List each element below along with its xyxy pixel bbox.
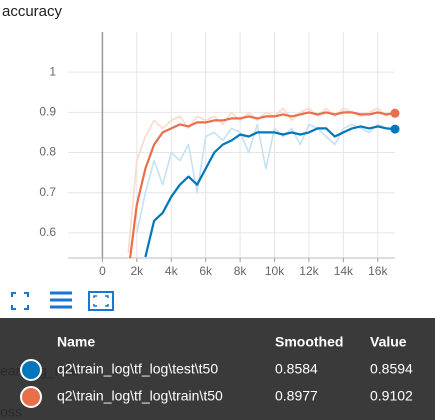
run-value: 0.8594: [370, 361, 413, 377]
series-line: [136, 123, 395, 234]
run-swatch: [20, 386, 42, 408]
y-tick-label: 1: [49, 64, 56, 78]
run-smoothed: 0.8584: [275, 361, 318, 377]
y-tick-label: 0.7: [39, 185, 56, 199]
x-tick-label: 2k: [130, 264, 144, 278]
lines-icon[interactable]: [50, 291, 72, 309]
fit-icon[interactable]: [11, 292, 29, 310]
expand-inner: [93, 295, 109, 307]
run-value: 0.9102: [370, 388, 413, 404]
x-tick-label: 10k: [265, 264, 285, 278]
tooltip: Name Smoothed Value q2\train_log\tf_log\tes…: [0, 318, 435, 420]
x-tick-label: 14k: [334, 264, 354, 278]
x-tick-label: 4k: [165, 264, 179, 278]
chart-title: accuracy: [2, 3, 63, 20]
x-tick-label: 16k: [368, 264, 388, 278]
series-line: [128, 111, 395, 258]
run-name: q2\train_log\tf_log\train\t50: [57, 388, 223, 404]
end-dot: [390, 124, 400, 134]
x-tick-label: 12k: [299, 264, 319, 278]
y-tick-label: 0.8: [39, 145, 56, 159]
y-tick-label: 0.6: [39, 225, 56, 239]
tooltip-header: Name: [57, 334, 95, 350]
tooltip-bg: [0, 318, 435, 420]
y-tick-label: 0.9: [39, 105, 56, 119]
series-line: [144, 125, 395, 258]
run-smoothed: 0.8977: [275, 388, 318, 404]
tooltip-header: Value: [370, 334, 407, 350]
expand-icon[interactable]: [88, 291, 114, 311]
toolbar: [11, 291, 114, 311]
plot: [127, 107, 395, 258]
x-tick-label: 8k: [234, 264, 248, 278]
end-dot: [390, 108, 400, 118]
grid: 0.6 0.7 0.8 0.9 1 0 2k 4k 6k 8k 10k 12k 14k 16k: [39, 32, 395, 278]
x-tick-label: 0: [99, 264, 106, 278]
run-name: q2\train_log\tf_log\test\t50: [57, 361, 218, 377]
run-swatch: [20, 359, 42, 381]
tooltip-header: Smoothed: [275, 334, 343, 350]
x-tick-label: 6k: [199, 264, 213, 278]
